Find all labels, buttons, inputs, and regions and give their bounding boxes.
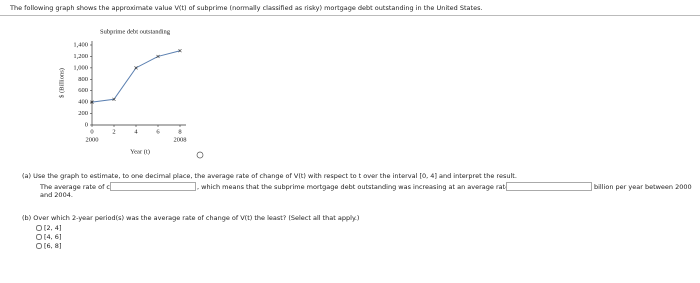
option-label: [6, 8] (44, 242, 62, 250)
option-label: [2, 4] (44, 224, 62, 232)
answer-end: and 2004. (40, 191, 73, 199)
rate-input[interactable] (110, 182, 196, 191)
option-checkbox[interactable] (36, 243, 42, 249)
answer-middle: , which means that the subprime mortgage… (197, 183, 549, 191)
x-tick-label: 8 (178, 128, 181, 135)
data-point (134, 66, 138, 70)
part-b-question: (b) Over which 2-year period(s) was the … (22, 214, 360, 222)
answer-prefix: The average rate of change is (40, 183, 138, 191)
x-tick-label: 2 (112, 128, 115, 135)
y-tick-label: 0 (85, 121, 88, 128)
year-annotation: 2008 (174, 136, 187, 143)
year-annotation: 2000 (86, 136, 99, 143)
data-point (178, 49, 182, 53)
option-label: [4, 6] (44, 233, 62, 241)
info-icon[interactable] (196, 151, 204, 159)
amount-input[interactable] (506, 182, 592, 191)
option[interactable]: [2, 4] (36, 224, 61, 232)
divider (0, 15, 700, 16)
option[interactable]: [6, 8] (36, 242, 61, 250)
data-point (112, 97, 116, 101)
x-tick-label: 6 (156, 128, 160, 135)
option-checkbox[interactable] (36, 234, 42, 240)
option-checkbox[interactable] (36, 225, 42, 231)
chart: Subprime debt outstanding $ (Billions) Y… (58, 28, 204, 159)
chart-title: Subprime debt outstanding (100, 28, 171, 35)
y-tick-label: 1,000 (73, 64, 88, 71)
y-tick-label: 600 (78, 87, 88, 94)
y-tick-label: 1,200 (73, 53, 88, 60)
y-tick-label: 800 (78, 76, 88, 83)
data-point (156, 54, 160, 59)
header-text: The following graph shows the approximat… (10, 4, 483, 12)
x-tick-label: 0 (90, 128, 93, 135)
data-line (91, 50, 181, 103)
y-tick-label: 400 (78, 99, 88, 106)
x-axis-label: Year (t) (130, 148, 150, 155)
answer-suffix: billion per year between 2000 (594, 183, 692, 191)
y-axis-label: $ (Billions) (58, 68, 65, 98)
part-a-question: (a) Use the graph to estimate, to one de… (22, 172, 517, 180)
x-tick-label: 4 (134, 128, 138, 135)
option[interactable]: [4, 6] (36, 233, 61, 241)
data-point (90, 100, 94, 104)
y-tick-label: 200 (78, 110, 88, 117)
y-tick-label: 1,400 (73, 41, 88, 48)
